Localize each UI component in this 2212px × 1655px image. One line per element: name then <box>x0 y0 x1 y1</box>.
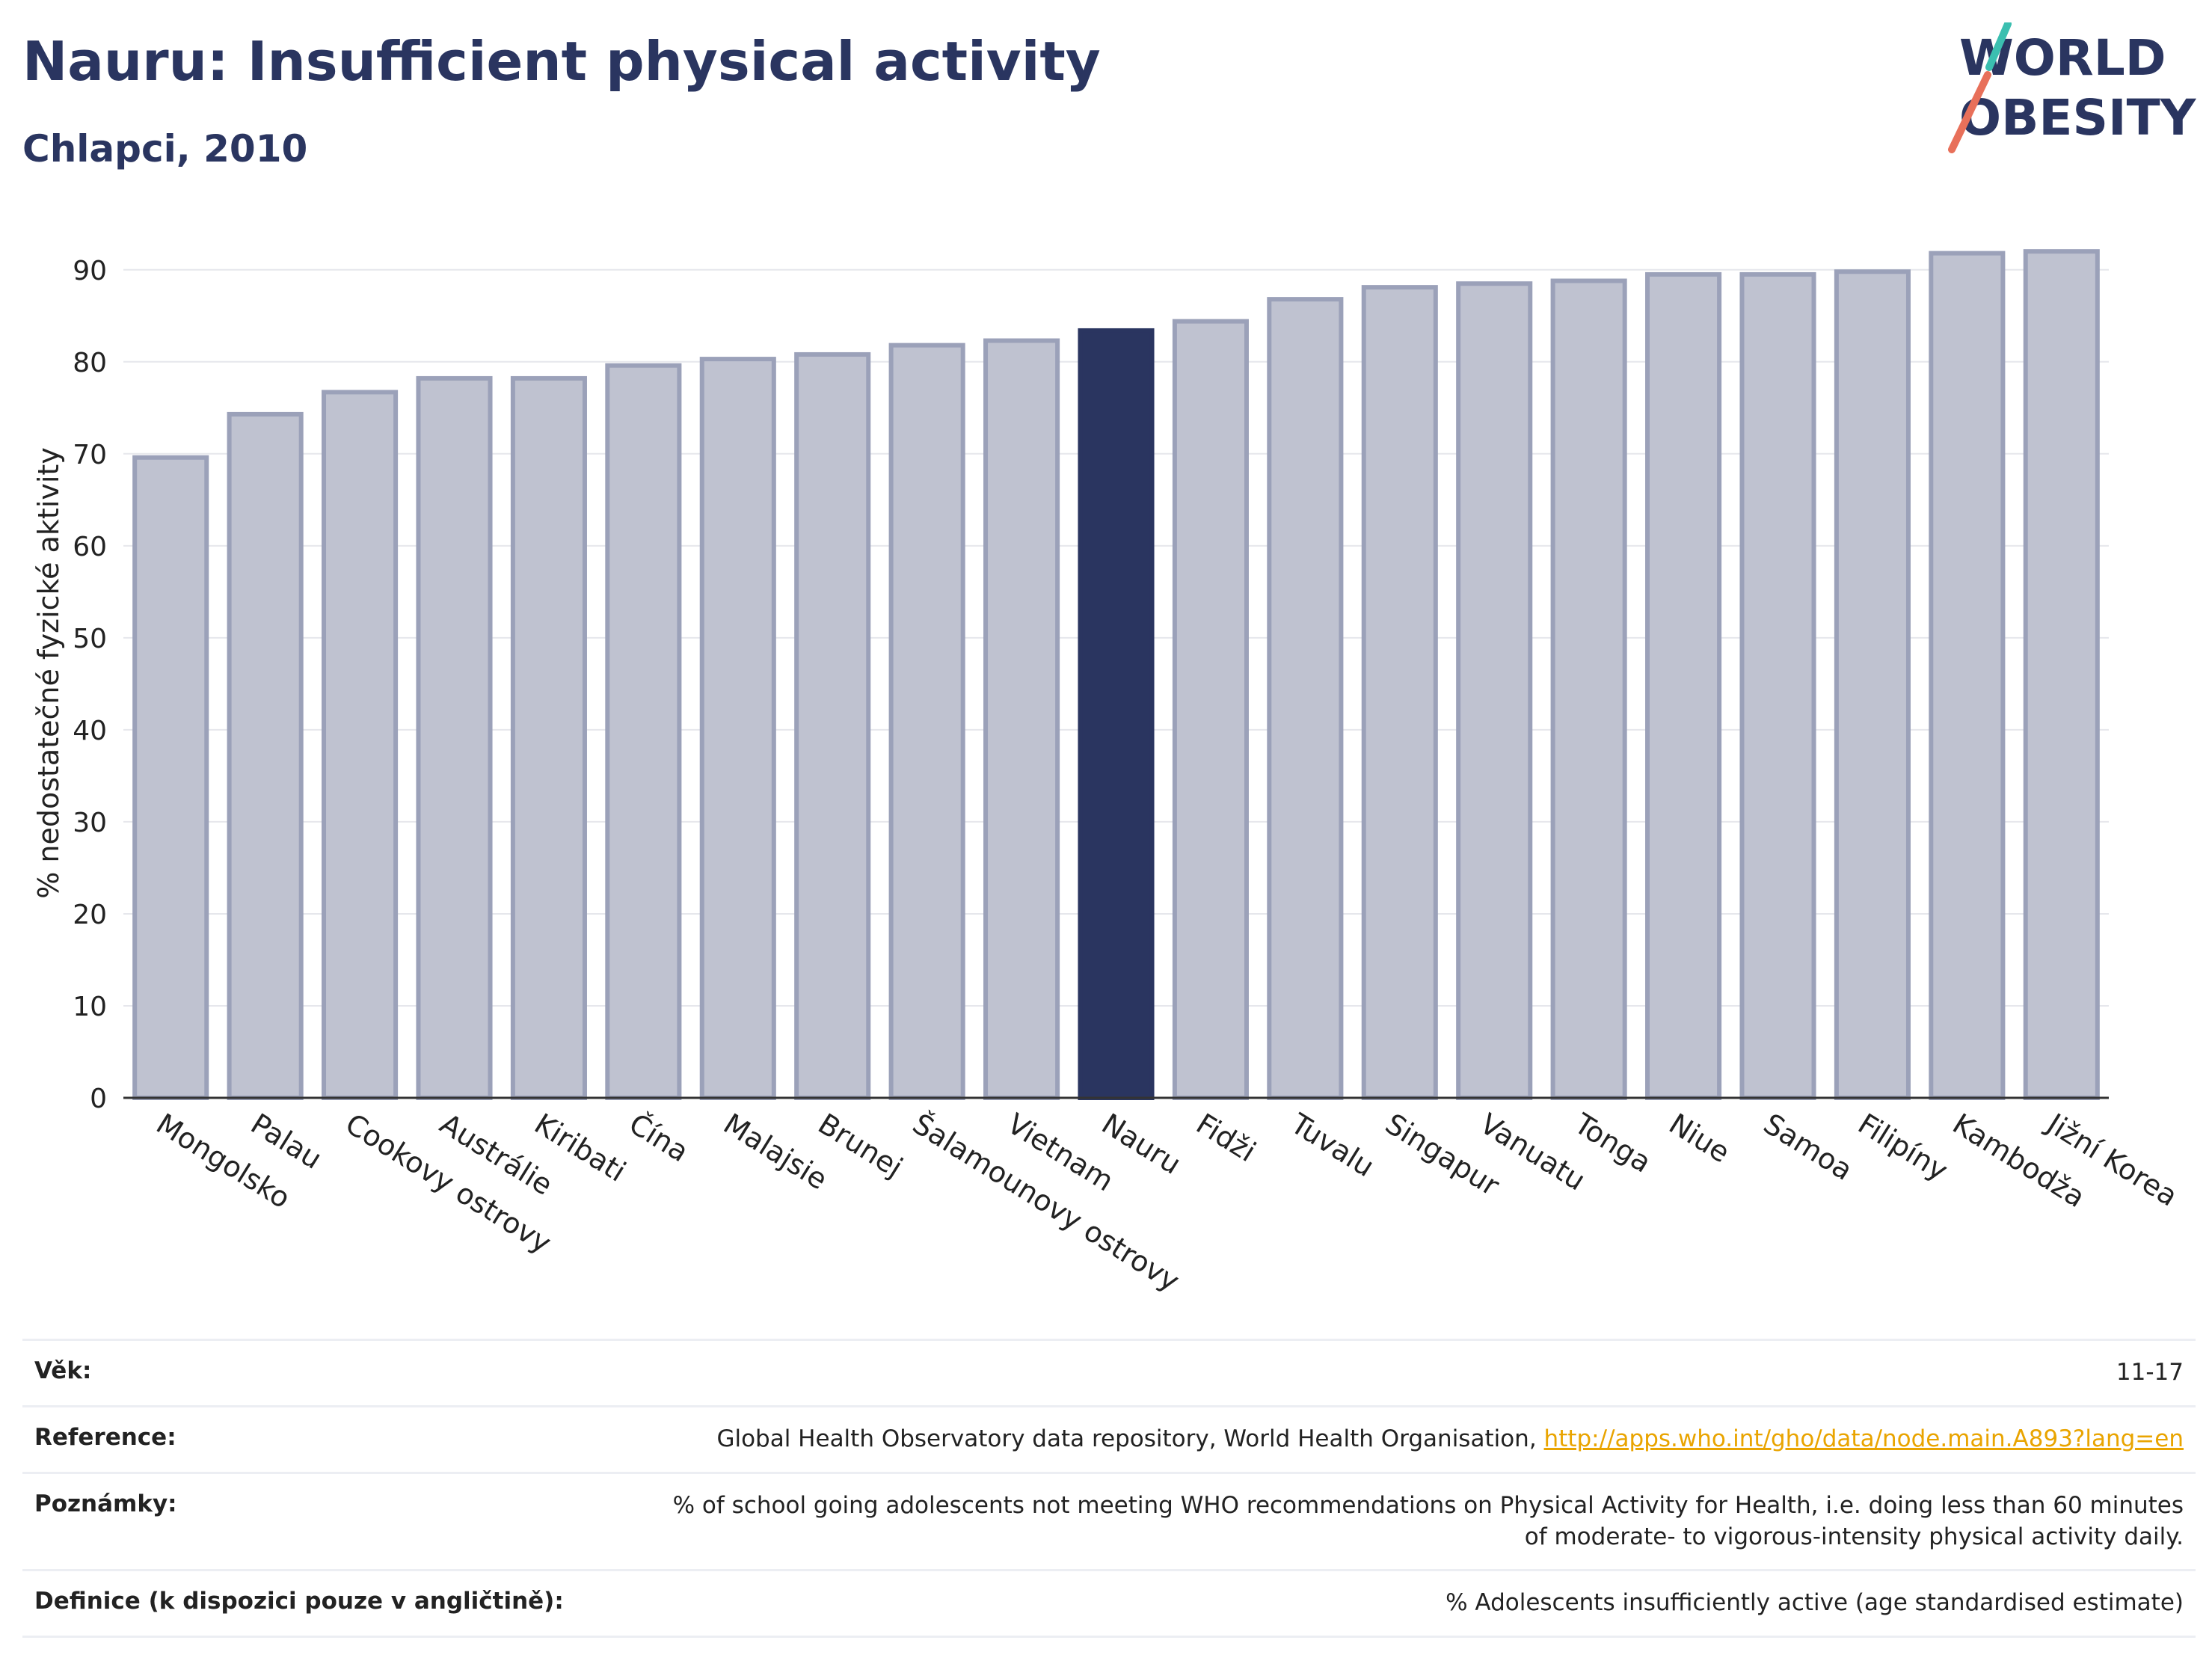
info-label: Definice (k dispozici pouze v angličtině… <box>34 1588 564 1615</box>
bar-vietnam <box>983 338 1060 1101</box>
y-tick-label: 10 <box>73 992 107 1022</box>
svg-text:OBESITY: OBESITY <box>1959 89 2197 147</box>
bar-filipíny <box>1834 269 1911 1100</box>
info-value: 11-17 <box>2116 1359 2184 1386</box>
y-axis: 0 10 20 30 40 50 60 70 80 90 <box>73 256 107 1114</box>
bar-austrálie <box>416 375 493 1100</box>
x-tick-label: Niue <box>1663 1107 1736 1169</box>
bar-niue <box>1645 271 1722 1101</box>
bar-jižní-korea <box>2023 249 2100 1100</box>
y-tick-label: 20 <box>73 900 107 930</box>
y-tick-label: 30 <box>73 808 107 838</box>
y-axis-label: % nedostatečné fyzické aktivity <box>32 447 65 899</box>
reference-link[interactable]: http://apps.who.int/gho/data/node.main.A… <box>1543 1425 2184 1452</box>
info-value: % Adolescents insufficiently active (age… <box>1446 1589 2184 1617</box>
y-tick-label: 90 <box>73 256 107 286</box>
bar-nauru <box>1078 328 1155 1100</box>
bar-cookovy-ostrovy <box>322 390 399 1100</box>
world-obesity-logo: WORLD OBESITY <box>1948 22 2197 153</box>
y-tick-label: 80 <box>73 348 107 378</box>
x-tick-label: Filipíny <box>1852 1107 1953 1187</box>
bars <box>132 249 2100 1101</box>
x-tick-label: Tuvalu <box>1285 1107 1380 1183</box>
info-table: Věk: 11-17 Reference: Global Health Obse… <box>22 1339 2196 1639</box>
bar-šalamounovy-ostrovy <box>888 343 965 1100</box>
info-label: Reference: <box>34 1423 176 1451</box>
bar-samoa <box>1739 271 1816 1101</box>
y-tick-label: 40 <box>73 716 107 746</box>
info-row-age: Věk: 11-17 <box>22 1341 2196 1407</box>
x-tick-label: Malajsie <box>718 1107 833 1196</box>
bar-tonga <box>1550 278 1627 1100</box>
info-row-definition: Definice (k dispozici pouze v angličtině… <box>22 1571 2196 1639</box>
y-tick-label: 60 <box>73 532 107 562</box>
y-tick-label: 0 <box>90 1084 107 1114</box>
bar-brunej <box>794 351 871 1100</box>
chart-title: Nauru: Insufficient physical activity <box>22 30 1101 93</box>
chart-subtitle: Chlapci, 2010 <box>22 127 308 171</box>
bar-čína <box>605 363 682 1100</box>
info-value: Global Health Observatory data repositor… <box>716 1425 1537 1452</box>
bar-kiribati <box>510 375 587 1100</box>
x-tick-label: Čína <box>624 1107 695 1168</box>
bar-singapur <box>1361 285 1438 1101</box>
info-label: Věk: <box>34 1357 92 1384</box>
bar-fidži <box>1172 319 1249 1101</box>
bar-mongolsko <box>132 455 209 1100</box>
info-label: Poznámky: <box>34 1490 177 1517</box>
bar-vanuatu <box>1456 281 1533 1100</box>
info-row-reference: Reference: Global Health Observatory dat… <box>22 1407 2196 1474</box>
bar-palau <box>227 411 304 1100</box>
x-tick-label: Fidži <box>1191 1107 1262 1168</box>
y-tick-label: 50 <box>73 624 107 654</box>
x-tick-label: Samoa <box>1758 1107 1858 1187</box>
bar-kambodža <box>1929 251 2006 1100</box>
info-value-wrap: Global Health Observatory data repositor… <box>716 1424 2184 1455</box>
bar-tuvalu <box>1267 297 1344 1101</box>
info-row-notes: Poznámky: % of school going adolescents … <box>22 1474 2196 1572</box>
info-value: % of school going adolescents not meetin… <box>672 1491 2184 1550</box>
y-tick-label: 70 <box>73 440 107 470</box>
bar-malajsie <box>699 357 776 1101</box>
